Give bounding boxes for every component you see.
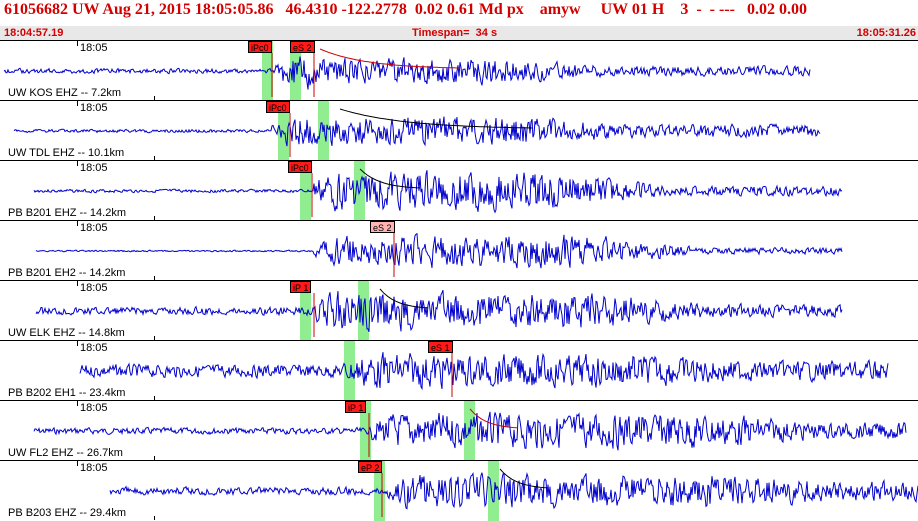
trace-4[interactable]: 18:05 PB B201 EH2 -- 14.2km eS 2: [0, 220, 918, 280]
waveform: [35, 232, 843, 269]
coda-decay-curve: [499, 468, 549, 489]
tick-mark: [154, 456, 155, 460]
station-label: UW FL2 EHZ -- 26.7km: [8, 447, 123, 459]
trace-2[interactable]: 18:05 UW TDL EHZ -- 10.1km iPc0: [0, 100, 918, 161]
tick-mark: [77, 221, 78, 226]
station-label: PB B201 EHZ -- 14.2km: [8, 207, 126, 219]
waveform-plot: [13, 101, 821, 161]
tick-mark: [154, 396, 155, 400]
tick-mark: [154, 516, 155, 520]
time-bar: 18:04:57.19 Timespan= 34 s 18:05:31.26: [0, 26, 918, 40]
waveform-plot: [33, 401, 907, 461]
amplitude-window: [300, 281, 311, 341]
waveform: [13, 116, 821, 147]
waveform: [79, 352, 889, 391]
waveform-plot: [35, 232, 843, 277]
tick-mark: [77, 461, 78, 466]
station-label: UW ELK EHZ -- 14.8km: [8, 327, 125, 339]
tick-label: 18:05: [80, 462, 108, 474]
trace-7[interactable]: 18:05 UW FL2 EHZ -- 26.7km iP 1: [0, 400, 918, 461]
phase-pick-flag[interactable]: iPc0: [248, 41, 272, 53]
tick-label: 18:05: [80, 402, 108, 414]
waveform: [35, 290, 843, 332]
tick-mark: [154, 276, 155, 280]
timespan: Timespan= 34 s: [412, 27, 498, 39]
coda-decay-curve: [469, 408, 519, 429]
waveform: [33, 170, 843, 214]
trace-5[interactable]: 18:05 UW ELK EHZ -- 14.8km iP 1: [0, 280, 918, 341]
phase-pick-flag[interactable]: eS 1: [428, 341, 453, 353]
waveform-plot: [35, 281, 843, 341]
tick-label: 18:05: [80, 102, 108, 114]
station-label: PB B202 EH1 -- 23.4km: [8, 387, 126, 399]
phase-pick-flag[interactable]: iP 1: [290, 281, 312, 293]
tick-label: 18:05: [80, 162, 108, 174]
trace-6[interactable]: 18:05 PB B202 EH1 -- 23.4km eS 1: [0, 340, 918, 401]
phase-pick-flag[interactable]: eS 2: [290, 41, 315, 53]
coda-decay-curve: [319, 48, 461, 69]
tick-mark: [154, 96, 155, 100]
trace-panel: 18:05 UW KOS EHZ -- 7.2km iPc0 eS 2 18:05 UW …: [0, 40, 918, 521]
tick-mark: [154, 336, 155, 340]
coda-decay-curve: [359, 168, 421, 189]
phase-pick-flag[interactable]: eP 2: [358, 461, 383, 473]
tick-label: 18:05: [80, 282, 108, 294]
tick-mark: [77, 281, 78, 286]
station-label: PB B203 EHZ -- 29.4km: [8, 507, 126, 519]
event-title: 61056682 UW Aug 21, 2015 18:05:05.86 46.…: [4, 1, 807, 18]
phase-pick-flag[interactable]: iPc0: [288, 161, 312, 173]
waveform: [3, 56, 811, 90]
amplitude-window: [290, 41, 301, 101]
amplitude-window: [300, 161, 311, 221]
tick-label: 18:05: [80, 42, 108, 54]
waveform: [33, 411, 907, 451]
phase-pick-flag[interactable]: eS 2: [370, 221, 395, 233]
waveform-plot: [79, 341, 889, 401]
waveform-plot: [33, 161, 843, 221]
start-time: 18:04:57.19: [4, 27, 64, 39]
waveform-plot: [3, 41, 811, 101]
end-time: 18:05:31.26: [856, 27, 916, 39]
trace-1[interactable]: 18:05 UW KOS EHZ -- 7.2km iPc0 eS 2: [0, 40, 918, 101]
amplitude-window: [278, 101, 289, 161]
header-bar: 61056682 UW Aug 21, 2015 18:05:05.86 46.…: [0, 0, 918, 40]
coda-decay-curve: [379, 288, 429, 309]
tick-mark: [77, 341, 78, 346]
tick-mark: [77, 101, 78, 106]
waveform-plot: [109, 461, 918, 521]
trace-8[interactable]: 18:05 PB B203 EHZ -- 29.4km eP 2: [0, 460, 918, 521]
tick-mark: [77, 161, 78, 166]
coda-decay-curve: [339, 108, 533, 129]
tick-label: 18:05: [80, 222, 108, 234]
tick-label: 18:05: [80, 342, 108, 354]
amplitude-window: [488, 461, 499, 521]
phase-pick-flag[interactable]: iP 1: [345, 401, 367, 413]
phase-pick-flag[interactable]: iPc0: [266, 101, 290, 113]
tick-mark: [77, 401, 78, 406]
station-label: UW KOS EHZ -- 7.2km: [8, 87, 122, 99]
station-label: UW TDL EHZ -- 10.1km: [8, 147, 125, 159]
amplitude-window: [344, 341, 355, 401]
trace-3[interactable]: 18:05 PB B201 EHZ -- 14.2km iPc0: [0, 160, 918, 221]
tick-mark: [154, 156, 155, 160]
waveform: [109, 471, 918, 510]
tick-mark: [154, 216, 155, 220]
tick-mark: [77, 41, 78, 46]
station-label: PB B201 EH2 -- 14.2km: [8, 267, 126, 279]
amplitude-window: [374, 461, 385, 521]
